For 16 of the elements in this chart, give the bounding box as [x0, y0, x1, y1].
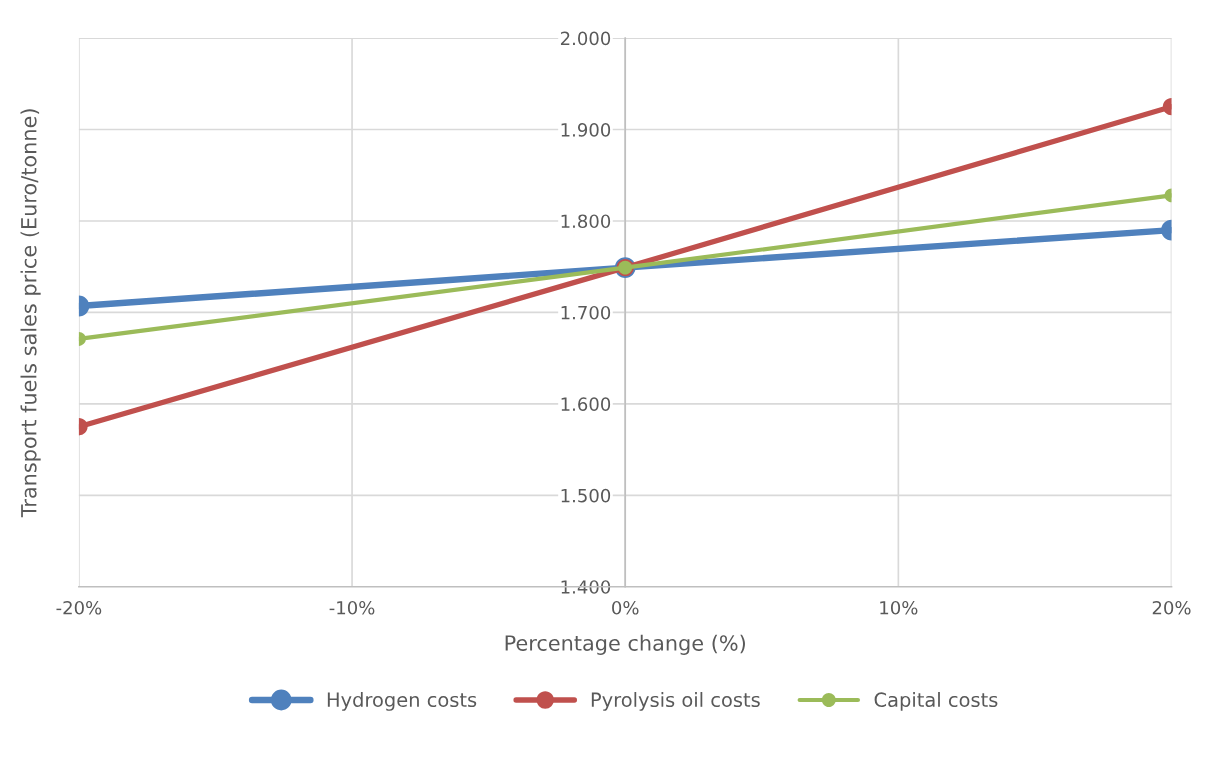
legend-label: Hydrogen costs: [327, 692, 477, 711]
legend-label: Pyrolysis oil costs: [591, 692, 760, 711]
y-axis-title: Transport fuels sales price (Euro/tonne): [20, 109, 41, 518]
x-tick-label: 20%: [1152, 600, 1191, 615]
y-tick-label: 1.900: [561, 123, 611, 137]
y-tick-label: 1.800: [561, 214, 611, 229]
legend-label: Capital costs: [874, 692, 998, 711]
y-tick-label: 1.500: [561, 488, 611, 503]
y-tick-label: 1.600: [561, 397, 611, 411]
x-tick-label: -20%: [56, 600, 102, 615]
x-tick-label: 0%: [612, 600, 639, 615]
y-tick-label: 2.000: [560, 31, 611, 46]
x-axis-title: Percentage change (%): [505, 634, 745, 655]
y-tick-label: 1.700: [561, 305, 611, 320]
x-tick-label: 10%: [880, 600, 918, 615]
x-tick-label: -10%: [329, 600, 375, 615]
